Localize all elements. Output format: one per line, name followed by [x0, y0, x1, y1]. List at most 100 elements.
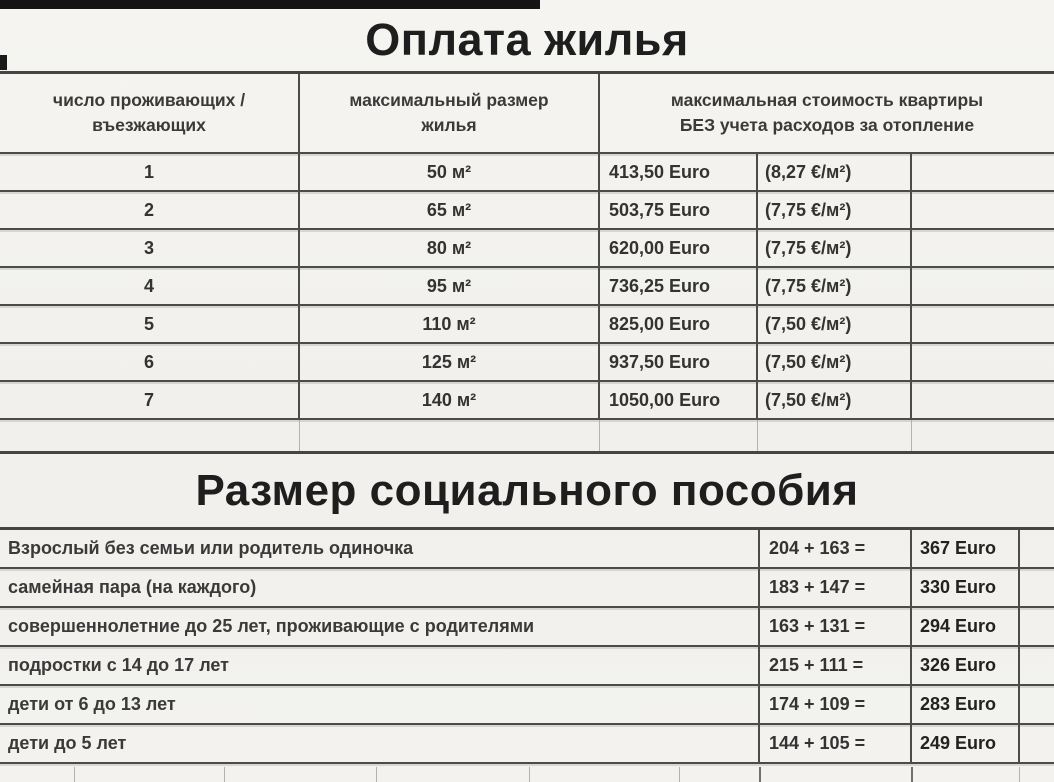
grid-line [224, 767, 225, 782]
header-occupants-line1: число проживающих / [52, 90, 246, 111]
table-row: подростки с 14 до 17 лет 215 + 111 = 326… [0, 647, 1054, 686]
rate-cell: (7,50 €/м²) [758, 344, 912, 380]
max-size-cell: 110 м² [300, 306, 600, 342]
header-max-size-line1: максимальный размер [349, 90, 549, 111]
cost-cell: 413,50 Euro [600, 154, 758, 190]
rate-cell: (7,50 €/м²) [758, 382, 912, 418]
empty-cell [912, 230, 1054, 266]
empty-cell [912, 382, 1054, 418]
empty-cell [600, 420, 758, 451]
header-max-size: максимальный размер жилья [300, 74, 600, 152]
total-cell: 367 Euro [912, 530, 1020, 567]
empty-cell [0, 420, 300, 451]
category-cell: дети до 5 лет [0, 725, 760, 762]
cost-cell: 825,00 Euro [600, 306, 758, 342]
persons-cell: 1 [0, 154, 300, 190]
max-size-cell: 140 м² [300, 382, 600, 418]
total-cell: 283 Euro [912, 686, 1020, 723]
table-row: Взрослый без семьи или родитель одиночка… [0, 530, 1054, 569]
grid-line [74, 767, 75, 782]
empty-cell [912, 344, 1054, 380]
max-size-cell: 50 м² [300, 154, 600, 190]
empty-cell [912, 420, 1054, 451]
table-row: 2 65 м² 503,75 Euro (7,75 €/м²) [0, 192, 1054, 230]
rate-cell: (7,50 €/м²) [758, 306, 912, 342]
cost-cell: 620,00 Euro [600, 230, 758, 266]
table-row: дети до 5 лет 144 + 105 = 249 Euro [0, 725, 1054, 764]
empty-cell [758, 420, 912, 451]
empty-cell [912, 268, 1054, 304]
max-size-cell: 80 м² [300, 230, 600, 266]
rate-cell: (7,75 €/м²) [758, 192, 912, 228]
benefits-title: Размер социального пособия [195, 465, 859, 515]
empty-cell [1020, 647, 1054, 684]
cost-cell: 1050,00 Euro [600, 382, 758, 418]
header-occupants: число проживающих / въезжающих [0, 74, 300, 152]
category-cell: Взрослый без семьи или родитель одиночка [0, 530, 760, 567]
table-row: самейная пара (на каждого) 183 + 147 = 3… [0, 569, 1054, 608]
formula-cell: 204 + 163 = [760, 530, 912, 567]
empty-cell [1020, 608, 1054, 645]
bottom-grid-strip [0, 764, 1054, 782]
empty-cell [300, 420, 600, 451]
empty-cell [1020, 686, 1054, 723]
category-cell: подростки с 14 до 17 лет [0, 647, 760, 684]
persons-cell: 4 [0, 268, 300, 304]
formula-cell: 163 + 131 = [760, 608, 912, 645]
left-edge-mark [0, 55, 7, 70]
category-cell: совершеннолетние до 25 лет, проживающие … [0, 608, 760, 645]
rate-cell: (7,75 €/м²) [758, 268, 912, 304]
cost-cell: 736,25 Euro [600, 268, 758, 304]
table-row: 1 50 м² 413,50 Euro (8,27 €/м²) [0, 154, 1054, 192]
persons-cell: 5 [0, 306, 300, 342]
rate-cell: (7,75 €/м²) [758, 230, 912, 266]
table-row: 3 80 м² 620,00 Euro (7,75 €/м²) [0, 230, 1054, 268]
total-cell: 294 Euro [912, 608, 1020, 645]
rate-cell: (8,27 €/м²) [758, 154, 912, 190]
header-max-cost-line2: БЕЗ учета расходов за отопление [679, 115, 975, 135]
grid-line [376, 767, 377, 782]
table-row: 4 95 м² 736,25 Euro (7,75 €/м²) [0, 268, 1054, 306]
header-max-cost-line1: максимальная стоимость квартиры [670, 90, 984, 111]
cost-cell: 503,75 Euro [600, 192, 758, 228]
header-occupants-line2: въезжающих [92, 115, 206, 135]
empty-cell [912, 192, 1054, 228]
persons-cell: 6 [0, 344, 300, 380]
persons-cell: 3 [0, 230, 300, 266]
housing-header-row: число проживающих / въезжающих максималь… [0, 74, 1054, 154]
empty-cell [912, 154, 1054, 190]
top-edge-bar [0, 0, 540, 9]
persons-cell: 7 [0, 382, 300, 418]
grid-line [679, 767, 680, 782]
category-cell: самейная пара (на каждого) [0, 569, 760, 606]
category-cell: дети от 6 до 13 лет [0, 686, 760, 723]
grid-line [759, 767, 761, 782]
empty-grid-row [0, 420, 1054, 454]
persons-cell: 2 [0, 192, 300, 228]
benefits-table: Взрослый без семьи или родитель одиночка… [0, 527, 1054, 764]
formula-cell: 144 + 105 = [760, 725, 912, 762]
table-row: 5 110 м² 825,00 Euro (7,50 €/м²) [0, 306, 1054, 344]
header-max-size-line2: жилья [421, 115, 477, 135]
formula-cell: 183 + 147 = [760, 569, 912, 606]
cost-cell: 937,50 Euro [600, 344, 758, 380]
empty-cell [1020, 530, 1054, 567]
table-row: 6 125 м² 937,50 Euro (7,50 €/м²) [0, 344, 1054, 382]
total-cell: 326 Euro [912, 647, 1020, 684]
empty-cell [1020, 725, 1054, 762]
max-size-cell: 65 м² [300, 192, 600, 228]
grid-line [911, 767, 913, 782]
total-cell: 330 Euro [912, 569, 1020, 606]
max-size-cell: 125 м² [300, 344, 600, 380]
table-row: 7 140 м² 1050,00 Euro (7,50 €/м²) [0, 382, 1054, 420]
total-cell: 249 Euro [912, 725, 1020, 762]
table-row: дети от 6 до 13 лет 174 + 109 = 283 Euro [0, 686, 1054, 725]
header-max-cost: максимальная стоимость квартиры БЕЗ учет… [600, 74, 1054, 152]
formula-cell: 215 + 111 = [760, 647, 912, 684]
empty-cell [912, 306, 1054, 342]
formula-cell: 174 + 109 = [760, 686, 912, 723]
housing-table: число проживающих / въезжающих максималь… [0, 71, 1054, 454]
grid-line [529, 767, 530, 782]
empty-cell [1020, 569, 1054, 606]
